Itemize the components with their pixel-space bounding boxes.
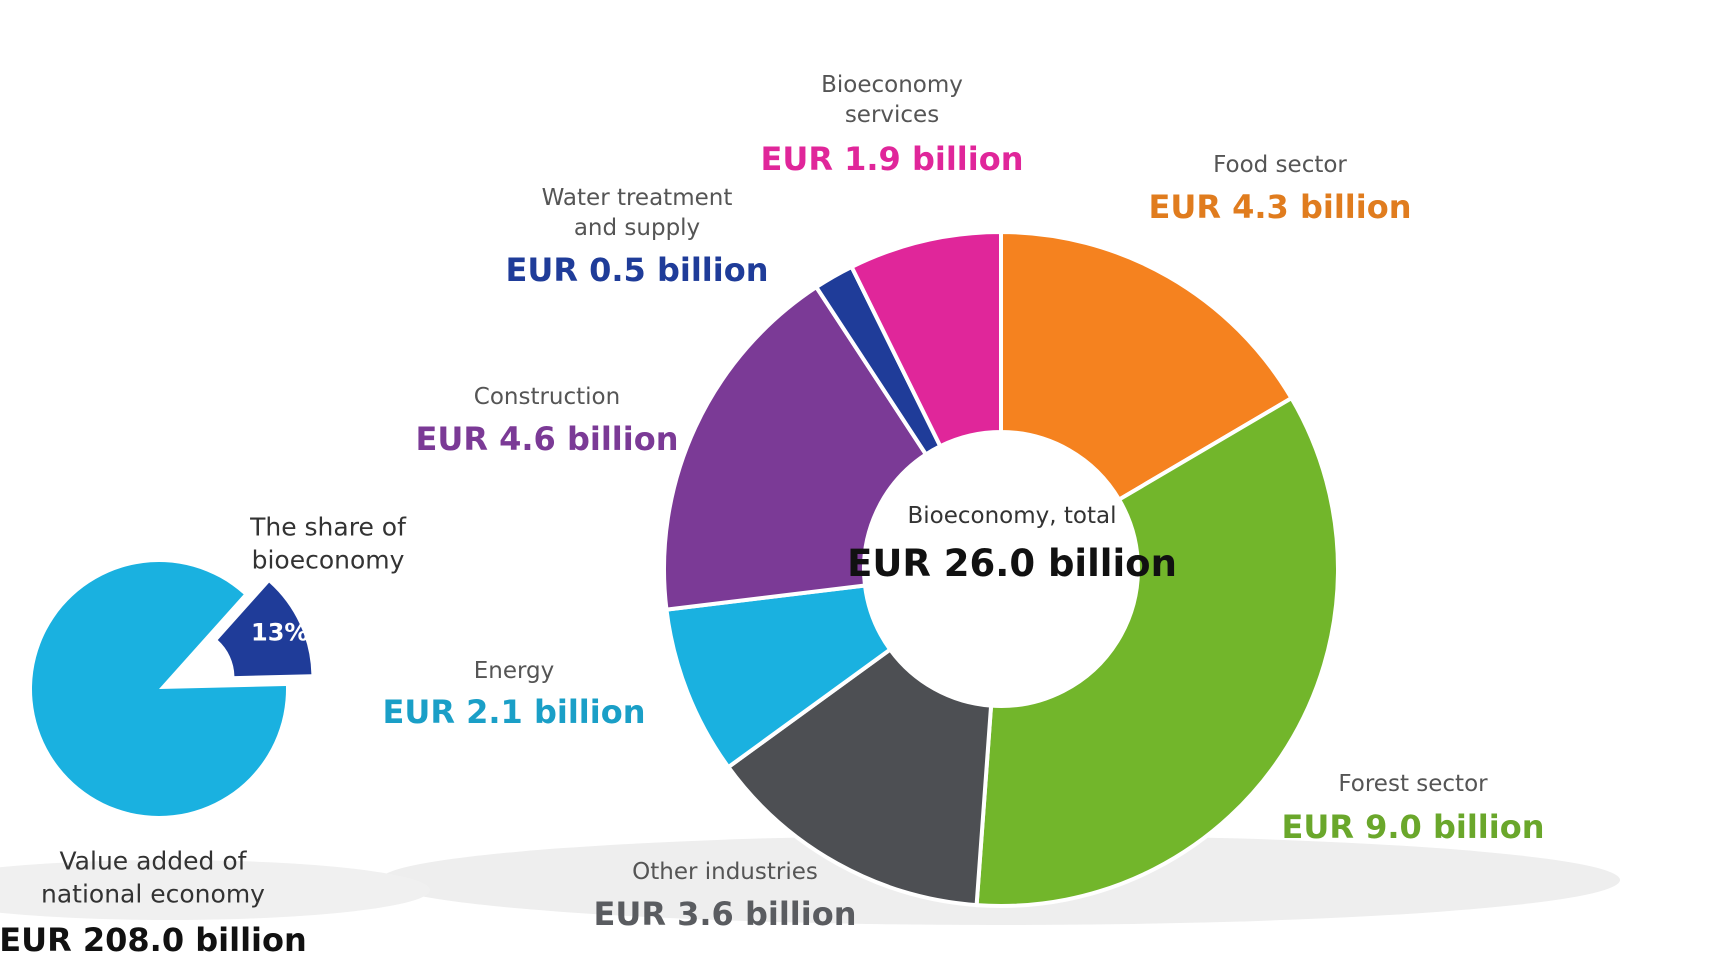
donut-slice (999, 229, 1295, 503)
category-label: Food sector (1213, 152, 1347, 179)
category-label: Other industries (632, 859, 818, 886)
donut-slice (848, 229, 1003, 449)
donut-slice (974, 395, 1340, 908)
category-label: Bioeconomy services (821, 72, 963, 128)
center-title: Bioeconomy, total (907, 503, 1117, 530)
shadow (0, 860, 430, 920)
value-label: EUR 9.0 billion (1281, 808, 1545, 847)
value-label: EUR 2.1 billion (382, 693, 646, 732)
value-label: EUR 4.6 billion (415, 420, 679, 459)
value-label: EUR 1.9 billion (760, 140, 1024, 179)
pie-slice (31, 561, 287, 816)
center-label: EUR 26.0 billion (847, 541, 1177, 585)
pie-title: The share of bioeconomy (250, 512, 406, 575)
category-label: Construction (473, 384, 621, 411)
category-label: Water treatment and supply (541, 185, 733, 241)
donut-slice (662, 284, 929, 612)
value-label: EUR 0.5 billion (505, 251, 769, 290)
donut-slice (725, 646, 994, 908)
pie-value-label: 13% (251, 618, 308, 646)
category-label: Energy (473, 658, 555, 685)
value-label: EUR 4.3 billion (1148, 188, 1412, 227)
value-label: EUR 3.6 billion (593, 895, 857, 934)
pie-total-label: EUR 208.0 billion (0, 921, 307, 960)
category-label: Forest sector (1338, 771, 1488, 798)
pie-total-name: Value added of national economy (41, 846, 265, 909)
pie-slice (217, 582, 312, 677)
